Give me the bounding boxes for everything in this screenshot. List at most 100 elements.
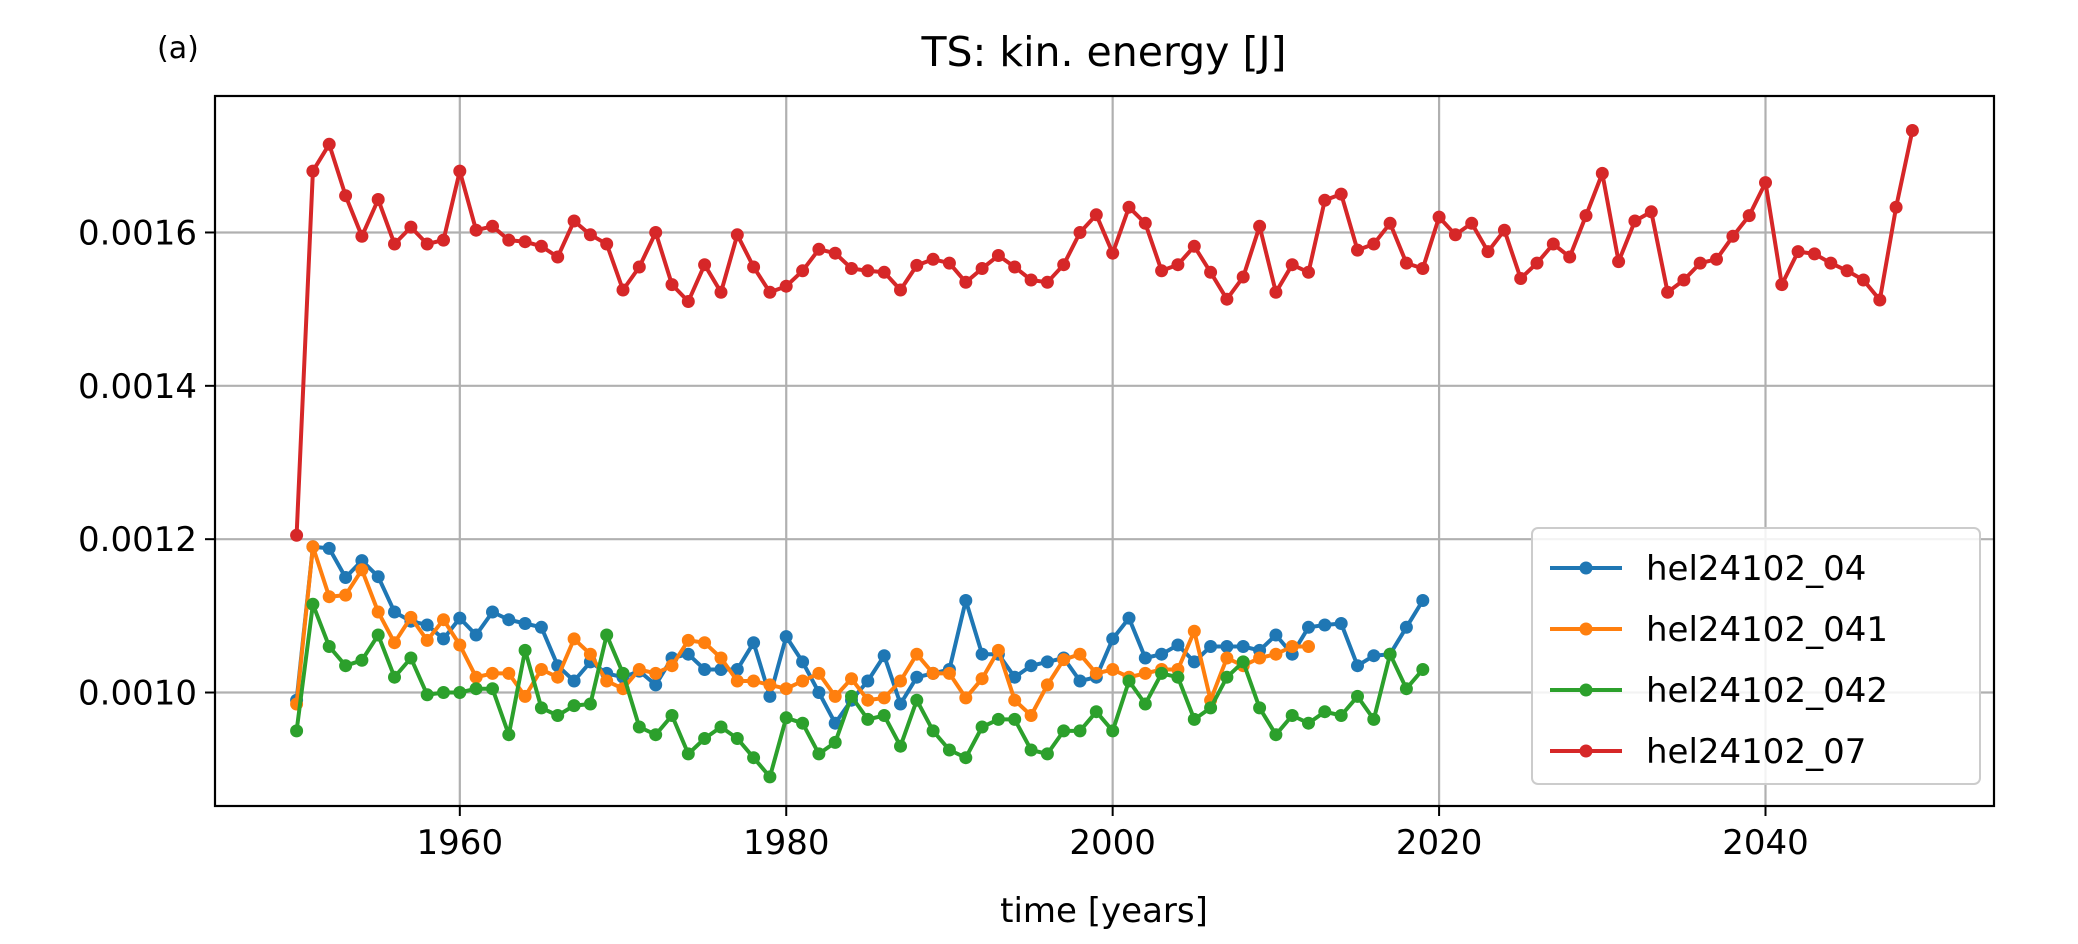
data-point <box>551 670 565 684</box>
data-point <box>763 285 777 299</box>
data-point <box>1367 237 1381 251</box>
data-point <box>322 640 336 653</box>
data-point <box>502 233 516 247</box>
data-point <box>1008 712 1022 726</box>
data-point <box>1253 219 1267 233</box>
data-point <box>1089 666 1103 680</box>
data-point <box>600 237 614 251</box>
data-point <box>1220 292 1234 306</box>
data-point <box>534 701 548 715</box>
legend-label: hel24102_04 <box>1646 549 1866 589</box>
data-point <box>910 647 924 661</box>
data-point <box>861 264 875 278</box>
data-point <box>420 237 434 251</box>
data-point <box>910 258 924 272</box>
data-point <box>877 709 891 722</box>
data-point <box>877 691 891 705</box>
data-point <box>1416 262 1430 275</box>
data-point <box>1073 724 1087 738</box>
data-point <box>453 686 467 699</box>
data-point <box>339 571 353 584</box>
data-point <box>1693 256 1707 270</box>
data-point <box>942 256 956 270</box>
data-point <box>1155 647 1169 661</box>
data-point <box>665 659 679 673</box>
data-point <box>1383 647 1397 661</box>
data-point <box>371 570 385 584</box>
data-point <box>1334 187 1348 201</box>
data-point <box>714 720 728 734</box>
data-point <box>1644 205 1658 219</box>
data-point <box>796 264 810 278</box>
data-point <box>763 770 777 784</box>
data-point <box>681 647 695 661</box>
data-point <box>1318 705 1332 719</box>
data-point <box>486 682 499 696</box>
data-point <box>1008 260 1022 274</box>
legend-item: hel24102_04 <box>1550 549 1866 589</box>
data-point <box>1236 655 1250 669</box>
data-point <box>714 663 728 676</box>
data-point <box>681 633 695 647</box>
data-point <box>649 728 663 742</box>
data-point <box>926 724 940 738</box>
series-line <box>294 602 1425 779</box>
data-point <box>469 670 483 684</box>
data-point <box>730 228 744 242</box>
data-point <box>1204 701 1218 715</box>
data-point <box>1008 693 1022 707</box>
data-point <box>1399 682 1413 696</box>
data-point <box>1187 624 1201 638</box>
data-point <box>616 666 630 680</box>
data-point <box>1824 256 1838 270</box>
series-line <box>294 130 1915 536</box>
data-point <box>322 541 336 555</box>
data-point <box>1138 697 1152 711</box>
legend-swatch-marker <box>1579 561 1593 575</box>
data-point <box>1236 270 1250 284</box>
data-point <box>1089 208 1103 222</box>
data-point <box>339 659 353 673</box>
data-point <box>1351 689 1364 703</box>
data-point <box>1040 655 1054 669</box>
data-point <box>1432 210 1446 224</box>
legend-label: hel24102_042 <box>1646 671 1888 711</box>
data-point <box>567 632 581 646</box>
data-point <box>894 739 907 753</box>
data-point <box>698 258 712 272</box>
data-point <box>779 711 793 725</box>
data-point <box>1057 258 1071 272</box>
data-point <box>910 693 924 707</box>
data-point <box>1285 709 1299 722</box>
data-point <box>1302 265 1315 279</box>
data-point <box>681 295 695 308</box>
data-point <box>1269 285 1283 299</box>
legend-swatch-marker <box>1579 622 1593 636</box>
data-point <box>975 647 989 661</box>
data-point <box>894 697 907 711</box>
data-point <box>1726 229 1740 243</box>
data-point <box>371 193 385 206</box>
data-point <box>355 554 369 568</box>
data-point <box>1334 709 1348 722</box>
data-point <box>437 613 450 627</box>
x-tick-label: 2040 <box>1722 823 1809 863</box>
data-point <box>1171 638 1185 652</box>
legend-item: hel24102_042 <box>1550 671 1888 711</box>
data-point <box>420 618 434 632</box>
data-point <box>1155 264 1169 278</box>
data-point <box>1759 176 1772 190</box>
data-point <box>1497 223 1511 237</box>
data-point <box>991 249 1005 262</box>
data-point <box>812 747 826 761</box>
data-point <box>534 663 548 676</box>
data-point <box>649 226 663 239</box>
data-point <box>1383 216 1397 230</box>
x-axis-label: time [years] <box>1000 891 1208 931</box>
data-point <box>1905 124 1919 137</box>
data-point <box>763 689 777 703</box>
data-point <box>1856 273 1870 287</box>
data-point <box>877 649 891 663</box>
data-point <box>959 594 973 607</box>
